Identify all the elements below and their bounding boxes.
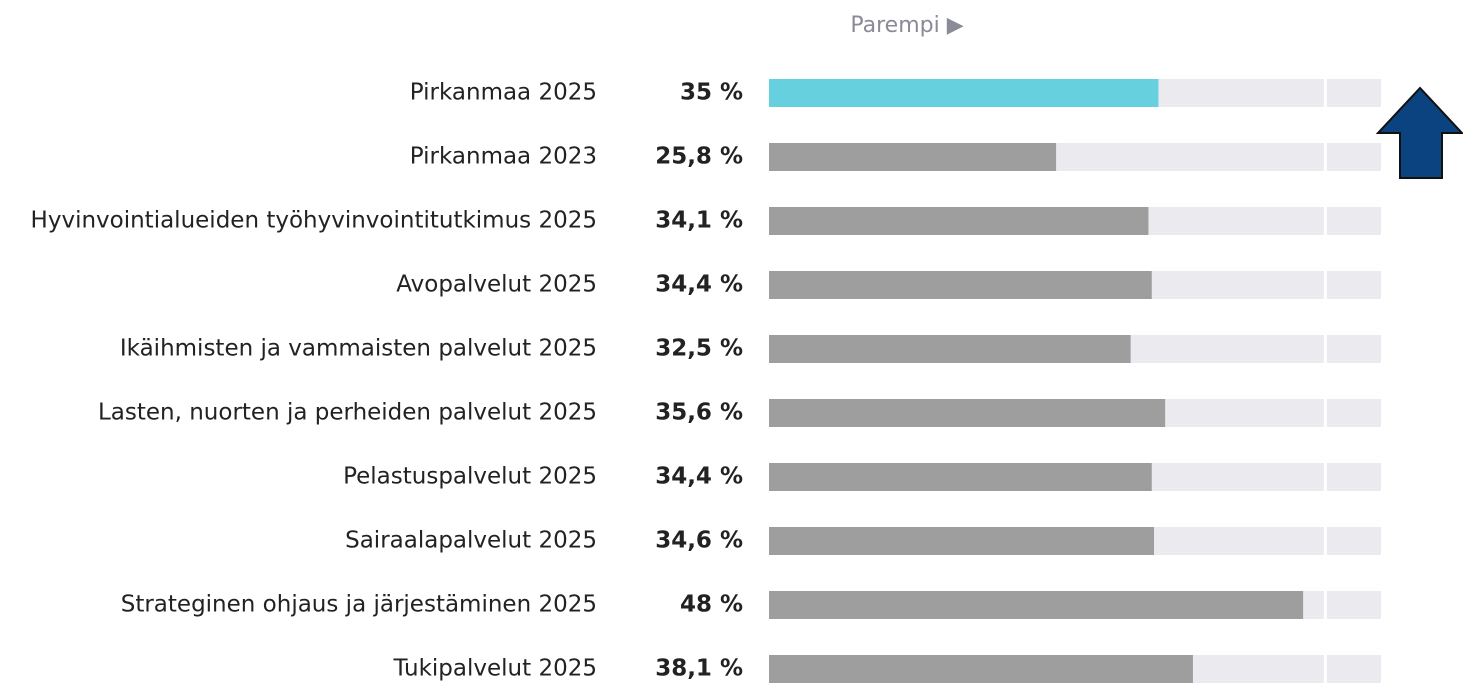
category-label: Hyvinvointialueiden työhyvinvointitutkim…: [31, 208, 597, 234]
category-label: Ikäihmisten ja vammaisten palvelut 2025: [120, 336, 597, 362]
category-label: Strateginen ohjaus ja järjestäminen 2025: [121, 592, 597, 618]
bar: [769, 335, 1131, 363]
category-label: Sairaalapalvelut 2025: [345, 528, 597, 554]
category-label: Pirkanmaa 2025: [410, 80, 597, 106]
bar: [769, 143, 1057, 171]
bar: [769, 591, 1304, 619]
arrow-icon: [1375, 86, 1463, 179]
bar: [769, 271, 1152, 299]
bar: [769, 655, 1193, 683]
value-label: 34,4 %: [655, 272, 743, 298]
value-label: 34,6 %: [655, 528, 743, 554]
value-label: 35 %: [680, 80, 743, 106]
category-label: Lasten, nuorten ja perheiden palvelut 20…: [98, 400, 597, 426]
bar: [769, 463, 1152, 491]
value-label: 38,1 %: [655, 656, 743, 682]
category-label: Pelastuspalvelut 2025: [343, 464, 597, 490]
value-label: 32,5 %: [655, 336, 743, 362]
bar: [769, 207, 1149, 235]
category-label: Tukipalvelut 2025: [392, 656, 597, 682]
annotation: Parempi ▶: [850, 13, 963, 38]
bar: [769, 399, 1166, 427]
bar: [769, 79, 1159, 107]
value-label: 34,4 %: [655, 464, 743, 490]
value-label: 35,6 %: [655, 400, 743, 426]
value-label: 48 %: [680, 592, 743, 618]
category-label: Pirkanmaa 2023: [410, 144, 597, 170]
bar: [769, 527, 1155, 555]
value-label: 34,1 %: [655, 208, 743, 234]
category-label: Avopalvelut 2025: [396, 272, 597, 298]
value-label: 25,8 %: [655, 144, 743, 170]
